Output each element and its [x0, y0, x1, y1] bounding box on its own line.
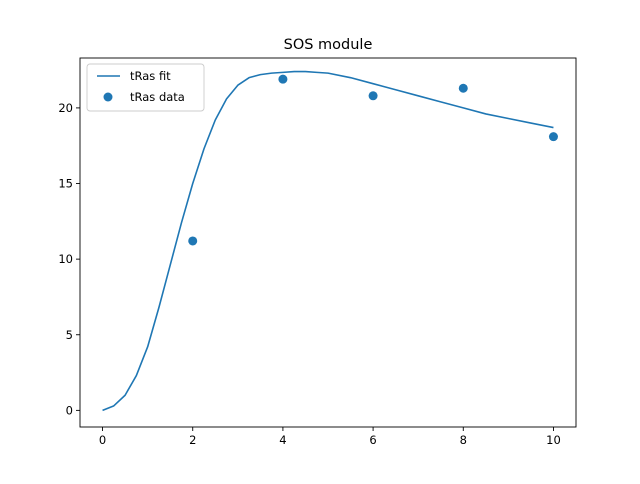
x-tick-label: 0 [99, 433, 106, 447]
data-point [548, 132, 558, 142]
x-tick-label: 6 [369, 433, 376, 447]
plot-area [102, 70, 558, 412]
y-tick-label: 5 [66, 328, 73, 342]
y-tick-label: 20 [58, 101, 73, 115]
x-tick-label: 10 [546, 433, 561, 447]
legend-label: tRas fit [130, 69, 171, 83]
chart-title: SOS module [284, 37, 373, 53]
x-tick-label: 8 [460, 433, 467, 447]
legend-marker-swatch [103, 92, 113, 102]
y-tick-label: 15 [58, 177, 73, 191]
data-point [188, 236, 198, 246]
data-point [278, 74, 288, 84]
legend: tRas fit tRas data [86, 63, 205, 112]
x-tick-label: 2 [189, 433, 196, 447]
legend-label: tRas data [130, 90, 185, 104]
y-tick-label: 10 [58, 252, 73, 266]
data-point [458, 83, 468, 93]
x-tick-label: 4 [279, 433, 286, 447]
axes: 0 2 4 6 8 10 0 5 10 15 20 [58, 57, 577, 447]
y-tick-label: 0 [66, 403, 73, 417]
plot-frame [79, 57, 577, 428]
fit-line [102, 70, 554, 412]
data-point [368, 91, 378, 101]
